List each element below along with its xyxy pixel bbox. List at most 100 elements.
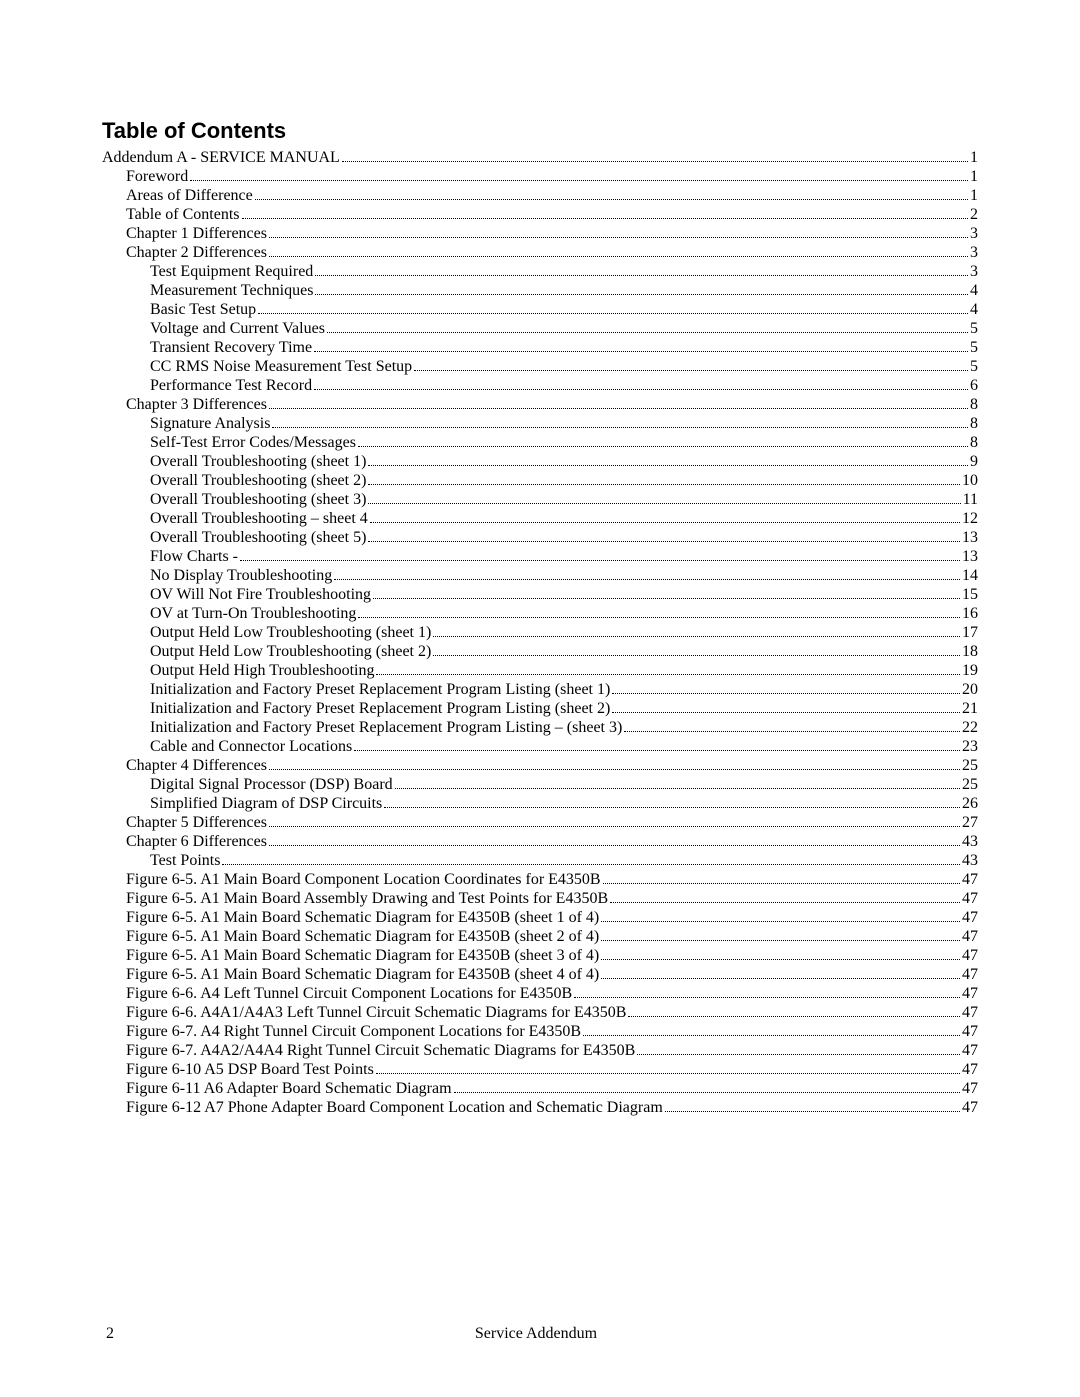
- toc-leader-dots: [637, 1044, 960, 1055]
- toc-entry-page: 23: [962, 737, 978, 756]
- toc-leader-dots: [665, 1101, 960, 1112]
- toc-entry-page: 47: [962, 1022, 978, 1041]
- toc-leader-dots: [368, 455, 968, 466]
- toc-entry-page: 27: [962, 813, 978, 832]
- toc-entry-label: Initialization and Factory Preset Replac…: [150, 680, 610, 699]
- toc-entry-label: Output Held High Troubleshooting: [150, 661, 374, 680]
- toc-entry: No Display Troubleshooting14: [102, 566, 978, 585]
- toc-entry-label: Figure 6-5. A1 Main Board Schematic Diag…: [126, 908, 599, 927]
- toc-entry: Addendum A - SERVICE MANUAL1: [102, 148, 978, 167]
- toc-entry-label: Simplified Diagram of DSP Circuits: [150, 794, 382, 813]
- toc-entry-page: 5: [970, 338, 978, 357]
- toc-leader-dots: [612, 702, 960, 713]
- toc-entry-page: 1: [970, 148, 978, 167]
- toc-entry-page: 8: [970, 395, 978, 414]
- toc-entry: OV at Turn-On Troubleshooting16: [102, 604, 978, 623]
- toc-entry: Output Held Low Troubleshooting (sheet 2…: [102, 642, 978, 661]
- toc-entry-page: 3: [970, 224, 978, 243]
- toc-entry-page: 4: [970, 281, 978, 300]
- toc-entry: Overall Troubleshooting (sheet 2)10: [102, 471, 978, 490]
- toc-entry-label: OV Will Not Fire Troubleshooting: [150, 585, 371, 604]
- toc-leader-dots: [272, 417, 968, 428]
- toc-leader-dots: [255, 189, 968, 200]
- toc-entry-label: Chapter 5 Differences: [126, 813, 267, 832]
- toc-leader-dots: [315, 265, 968, 276]
- toc-entry: Overall Troubleshooting – sheet 412: [102, 509, 978, 528]
- toc-leader-dots: [373, 588, 960, 599]
- toc-leader-dots: [574, 987, 960, 998]
- toc-entry-label: Signature Analysis: [150, 414, 270, 433]
- toc-entry: Chapter 6 Differences43: [102, 832, 978, 851]
- toc-entry: Chapter 4 Differences25: [102, 756, 978, 775]
- toc-entry: Figure 6-5. A1 Main Board Schematic Diag…: [102, 946, 978, 965]
- toc-entry-page: 14: [962, 566, 978, 585]
- toc-leader-dots: [242, 208, 968, 219]
- toc-leader-dots: [314, 341, 968, 352]
- toc-entry: CC RMS Noise Measurement Test Setup5: [102, 357, 978, 376]
- toc-leader-dots: [601, 968, 960, 979]
- toc-entry: Test Equipment Required3: [102, 262, 978, 281]
- toc-entry: Foreword 1: [102, 167, 978, 186]
- toc-leader-dots: [395, 778, 960, 789]
- toc-entry: Figure 6-5. A1 Main Board Assembly Drawi…: [102, 889, 978, 908]
- toc-entry-page: 8: [970, 433, 978, 452]
- footer-spacer: [958, 1325, 978, 1343]
- toc-entry-label: Figure 6-5. A1 Main Board Schematic Diag…: [126, 927, 599, 946]
- toc-entry-label: Chapter 1 Differences: [126, 224, 267, 243]
- toc-entry-label: Foreword: [126, 167, 188, 186]
- toc-entry-label: Chapter 4 Differences: [126, 756, 267, 775]
- toc-entry: Initialization and Factory Preset Replac…: [102, 680, 978, 699]
- toc-leader-dots: [240, 550, 960, 561]
- toc-entry: Output Held High Troubleshooting19: [102, 661, 978, 680]
- toc-leader-dots: [601, 949, 960, 960]
- toc-entry: Self-Test Error Codes/Messages 8: [102, 433, 978, 452]
- toc-entry-label: Figure 6-5. A1 Main Board Schematic Diag…: [126, 946, 599, 965]
- toc-entry-label: Figure 6-7. A4A2/A4A4 Right Tunnel Circu…: [126, 1041, 635, 1060]
- toc-leader-dots: [583, 1025, 960, 1036]
- toc-entry: Output Held Low Troubleshooting (sheet 1…: [102, 623, 978, 642]
- toc-entry-label: Areas of Difference: [126, 186, 253, 205]
- toc-leader-dots: [269, 398, 968, 409]
- toc-leader-dots: [269, 816, 960, 827]
- toc-entry-page: 6: [970, 376, 978, 395]
- toc-leader-dots: [334, 569, 960, 580]
- toc-leader-dots: [433, 626, 960, 637]
- toc-leader-dots: [454, 1082, 960, 1093]
- toc-entry-page: 10: [962, 471, 978, 490]
- toc-leader-dots: [370, 512, 960, 523]
- toc-entry-page: 4: [970, 300, 978, 319]
- toc-entry-page: 47: [962, 965, 978, 984]
- toc-leader-dots: [190, 170, 968, 181]
- toc-entry: Figure 6-11 A6 Adapter Board Schematic D…: [102, 1079, 978, 1098]
- toc-entry-label: Figure 6-6. A4A1/A4A3 Left Tunnel Circui…: [126, 1003, 626, 1022]
- toc-leader-dots: [354, 740, 960, 751]
- toc-entry-page: 13: [962, 547, 978, 566]
- toc-leader-dots: [269, 835, 960, 846]
- toc-entry: Figure 6-6. A4A1/A4A3 Left Tunnel Circui…: [102, 1003, 978, 1022]
- toc-leader-dots: [314, 379, 968, 390]
- toc-entry: Figure 6-5. A1 Main Board Schematic Diag…: [102, 965, 978, 984]
- toc-entry-label: Initialization and Factory Preset Replac…: [150, 699, 610, 718]
- toc-entry-label: Self-Test Error Codes/Messages: [150, 433, 356, 452]
- toc-entry: Performance Test Record6: [102, 376, 978, 395]
- page-footer: 2 Service Addendum: [102, 1325, 978, 1343]
- toc-entry-label: CC RMS Noise Measurement Test Setup: [150, 357, 412, 376]
- toc-entry-label: Cable and Connector Locations: [150, 737, 352, 756]
- toc-entry-label: Test Points: [150, 851, 220, 870]
- toc-entry-page: 1: [970, 167, 978, 186]
- toc-entry: Initialization and Factory Preset Replac…: [102, 718, 978, 737]
- toc-leader-dots: [601, 911, 960, 922]
- toc-leader-dots: [610, 892, 960, 903]
- toc-entry: Chapter 1 Differences 3: [102, 224, 978, 243]
- toc-entry-label: Chapter 6 Differences: [126, 832, 267, 851]
- toc-leader-dots: [384, 797, 960, 808]
- toc-entry: Figure 6-5. A1 Main Board Schematic Diag…: [102, 908, 978, 927]
- toc-entry: Figure 6-5. A1 Main Board Schematic Diag…: [102, 927, 978, 946]
- toc-entry: Figure 6-7. A4A2/A4A4 Right Tunnel Circu…: [102, 1041, 978, 1060]
- toc-entry: Cable and Connector Locations 23: [102, 737, 978, 756]
- toc-entry: Flow Charts -13: [102, 547, 978, 566]
- toc-entry-page: 2: [970, 205, 978, 224]
- toc-entry-page: 3: [970, 243, 978, 262]
- toc-entry-label: Voltage and Current Values: [150, 319, 325, 338]
- toc-entry-page: 47: [962, 1041, 978, 1060]
